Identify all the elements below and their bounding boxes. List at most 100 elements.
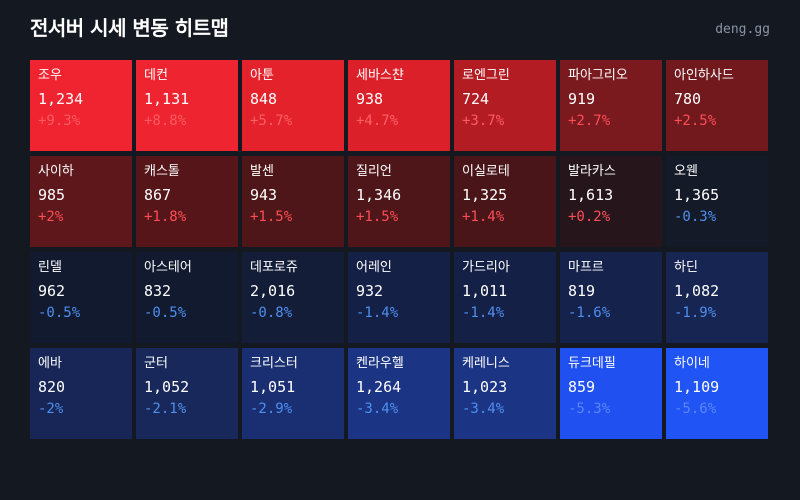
server-name: 질리언 xyxy=(356,164,392,179)
server-price: 938 xyxy=(356,90,384,108)
server-cell[interactable]: 질리언 1,346 +1.5% xyxy=(348,156,450,247)
server-cell[interactable]: 사이하 985 +2% xyxy=(30,156,132,247)
price-change: -1.9% xyxy=(674,305,717,321)
price-change: -2.1% xyxy=(144,401,187,417)
price-change: +1.5% xyxy=(250,209,293,225)
server-cell[interactable]: 캐스톨 867 +1.8% xyxy=(136,156,238,247)
price-change: +3.7% xyxy=(462,113,505,129)
server-cell[interactable]: 크리스터 1,051 -2.9% xyxy=(242,348,344,439)
price-change: +2.7% xyxy=(568,113,611,129)
server-cell[interactable]: 조우 1,234 +9.3% xyxy=(30,60,132,151)
server-name: 파아그리오 xyxy=(568,68,628,83)
server-cell[interactable]: 아툰 848 +5.7% xyxy=(242,60,344,151)
server-price: 1,234 xyxy=(38,90,84,108)
server-price: 867 xyxy=(144,186,172,204)
server-cell[interactable]: 데컨 1,131 +8.8% xyxy=(136,60,238,151)
price-change: -1.4% xyxy=(356,305,399,321)
server-price: 1,011 xyxy=(462,282,508,300)
server-cell[interactable]: 린델 962 -0.5% xyxy=(30,252,132,343)
price-change: -5.3% xyxy=(568,401,611,417)
server-cell[interactable]: 발라카스 1,613 +0.2% xyxy=(560,156,662,247)
server-cell[interactable]: 로엔그린 724 +3.7% xyxy=(454,60,556,151)
server-price: 780 xyxy=(674,90,702,108)
server-name: 오웬 xyxy=(674,164,698,179)
server-price: 943 xyxy=(250,186,278,204)
server-name: 조우 xyxy=(38,68,62,83)
server-cell[interactable]: 켄라우헬 1,264 -3.4% xyxy=(348,348,450,439)
server-price: 859 xyxy=(568,378,596,396)
server-name: 듀크데필 xyxy=(568,356,616,371)
price-change: +1.5% xyxy=(356,209,399,225)
server-price: 1,109 xyxy=(674,378,720,396)
server-cell[interactable]: 아스테어 832 -0.5% xyxy=(136,252,238,343)
server-price: 1,023 xyxy=(462,378,508,396)
server-cell[interactable]: 어레인 932 -1.4% xyxy=(348,252,450,343)
server-price: 1,325 xyxy=(462,186,508,204)
server-name: 군터 xyxy=(144,356,168,371)
server-cell[interactable]: 가드리아 1,011 -1.4% xyxy=(454,252,556,343)
server-cell[interactable]: 파아그리오 919 +2.7% xyxy=(560,60,662,151)
server-price: 919 xyxy=(568,90,596,108)
server-name: 발라카스 xyxy=(568,164,616,179)
server-name: 하이네 xyxy=(674,356,710,371)
server-name: 아인하사드 xyxy=(674,68,734,83)
server-price: 1,346 xyxy=(356,186,402,204)
price-change: -0.3% xyxy=(674,209,717,225)
price-change: -0.8% xyxy=(250,305,293,321)
server-name: 이실로테 xyxy=(462,164,510,179)
server-price: 1,052 xyxy=(144,378,190,396)
server-cell[interactable]: 하딘 1,082 -1.9% xyxy=(666,252,768,343)
server-price: 1,131 xyxy=(144,90,190,108)
price-change: -0.5% xyxy=(144,305,187,321)
server-name: 데포로쥬 xyxy=(250,260,298,275)
page-title: 전서버 시세 변동 히트맵 xyxy=(30,16,229,40)
server-price: 932 xyxy=(356,282,384,300)
server-cell[interactable]: 듀크데필 859 -5.3% xyxy=(560,348,662,439)
price-change: -1.6% xyxy=(568,305,611,321)
server-cell[interactable]: 이실로테 1,325 +1.4% xyxy=(454,156,556,247)
server-price: 820 xyxy=(38,378,66,396)
server-price: 832 xyxy=(144,282,172,300)
server-name: 린델 xyxy=(38,260,62,275)
server-name: 캐스톨 xyxy=(144,164,180,179)
brand-label: deng.gg xyxy=(715,22,770,37)
price-change: +0.2% xyxy=(568,209,611,225)
server-name: 마프르 xyxy=(568,260,604,275)
price-change: -0.5% xyxy=(38,305,81,321)
price-change: +9.3% xyxy=(38,113,81,129)
server-price: 724 xyxy=(462,90,490,108)
server-cell[interactable]: 세바스챤 938 +4.7% xyxy=(348,60,450,151)
price-change: +4.7% xyxy=(356,113,399,129)
price-change: -1.4% xyxy=(462,305,505,321)
price-change: -2.9% xyxy=(250,401,293,417)
server-price: 2,016 xyxy=(250,282,296,300)
server-price: 1,051 xyxy=(250,378,296,396)
server-cell[interactable]: 하이네 1,109 -5.6% xyxy=(666,348,768,439)
price-change: -3.4% xyxy=(462,401,505,417)
server-name: 케레니스 xyxy=(462,356,510,371)
price-change: +8.8% xyxy=(144,113,187,129)
server-name: 켄라우헬 xyxy=(356,356,404,371)
price-change: +1.4% xyxy=(462,209,505,225)
server-cell[interactable]: 마프르 819 -1.6% xyxy=(560,252,662,343)
server-price: 819 xyxy=(568,282,596,300)
server-cell[interactable]: 군터 1,052 -2.1% xyxy=(136,348,238,439)
price-change: +5.7% xyxy=(250,113,293,129)
server-cell[interactable]: 데포로쥬 2,016 -0.8% xyxy=(242,252,344,343)
server-name: 데컨 xyxy=(144,68,168,83)
server-cell[interactable]: 에바 820 -2% xyxy=(30,348,132,439)
server-cell[interactable]: 발센 943 +1.5% xyxy=(242,156,344,247)
server-name: 에바 xyxy=(38,356,62,371)
server-cell[interactable]: 오웬 1,365 -0.3% xyxy=(666,156,768,247)
server-price: 1,264 xyxy=(356,378,402,396)
server-price: 848 xyxy=(250,90,278,108)
server-name: 발센 xyxy=(250,164,274,179)
price-change: +1.8% xyxy=(144,209,187,225)
server-name: 크리스터 xyxy=(250,356,298,371)
server-cell[interactable]: 아인하사드 780 +2.5% xyxy=(666,60,768,151)
server-name: 사이하 xyxy=(38,164,74,179)
server-name: 하딘 xyxy=(674,260,698,275)
heatmap-grid: 조우 1,234 +9.3% 데컨 1,131 +8.8% 아툰 848 +5.7% 세바스챤 93… xyxy=(30,60,768,439)
server-name: 로엔그린 xyxy=(462,68,510,83)
server-cell[interactable]: 케레니스 1,023 -3.4% xyxy=(454,348,556,439)
